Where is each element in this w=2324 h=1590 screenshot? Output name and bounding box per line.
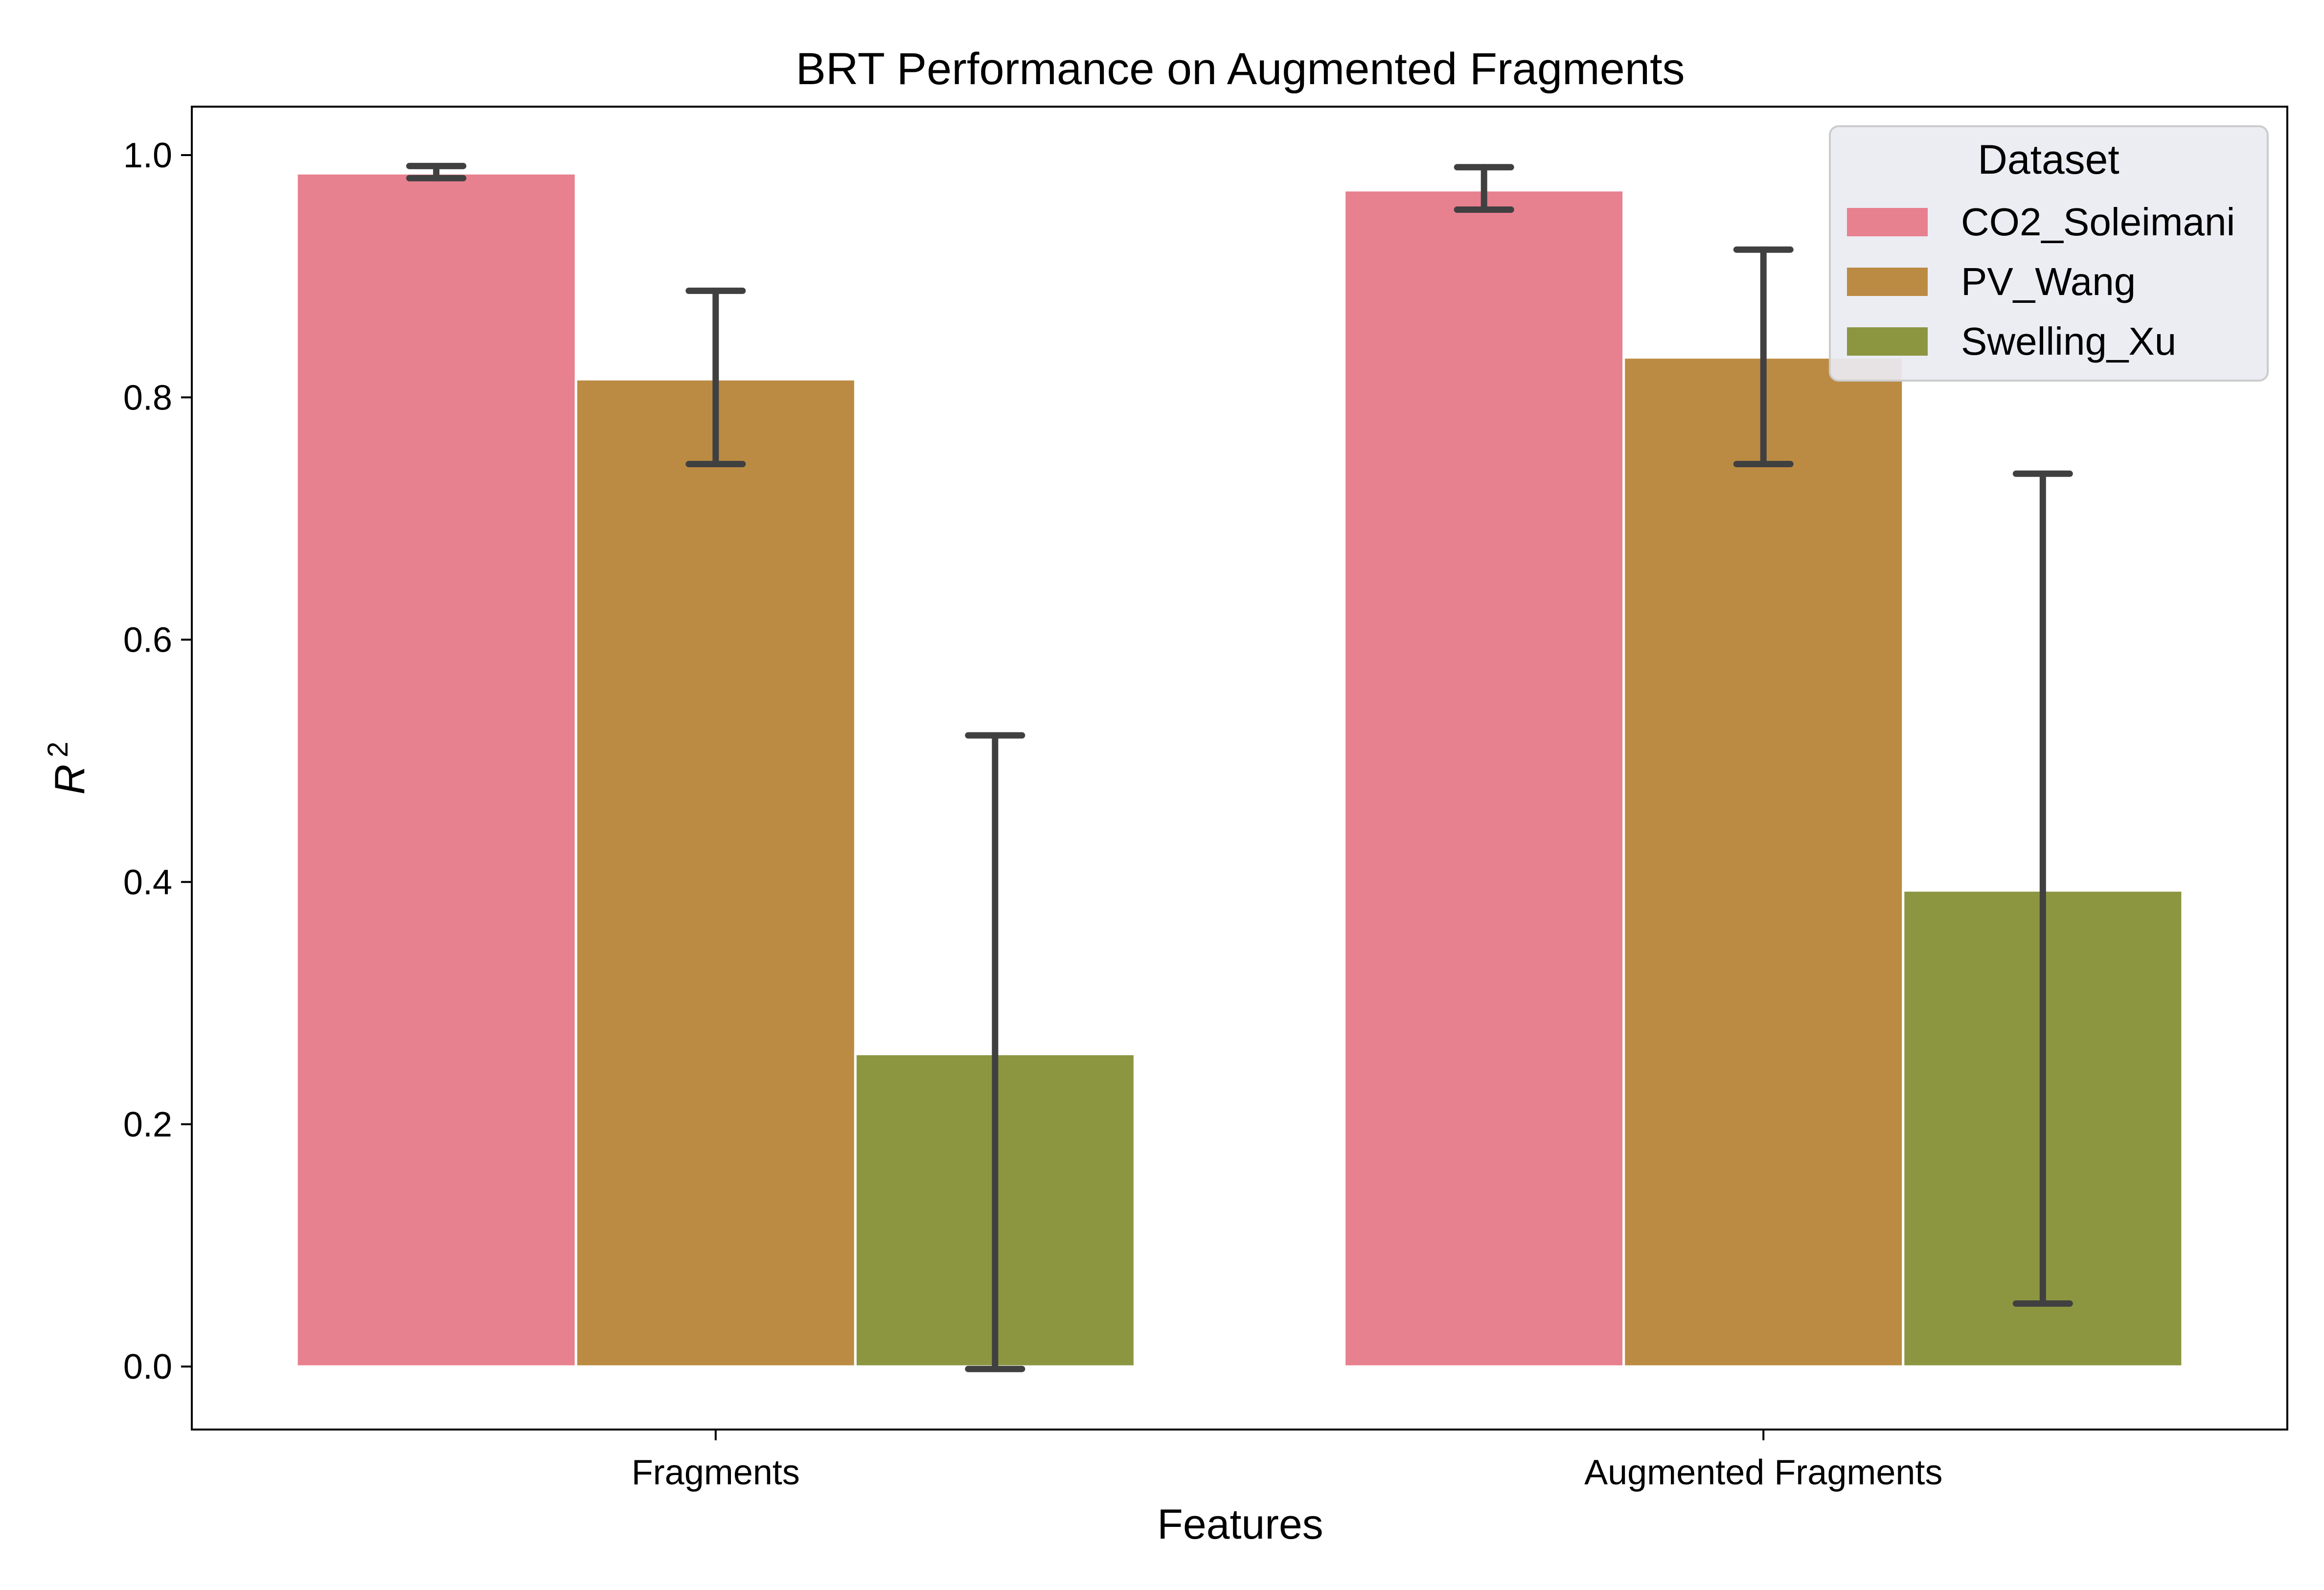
bar-0-0 xyxy=(295,172,577,1368)
y-axis: 0.0 0.2 0.4 0.6 0.8 1.0 xyxy=(123,136,192,1386)
bar-0-1 xyxy=(1343,189,1625,1368)
legend-items: CO2_Soleimani PV_Wang Swelling_Xu xyxy=(1847,200,2235,363)
legend-swatch-1 xyxy=(1847,268,1928,296)
y-tick-label-2: 0.4 xyxy=(123,863,172,902)
legend-swatch-0 xyxy=(1847,208,1928,236)
x-tick-label-1: Augmented Fragments xyxy=(1584,1453,1942,1492)
legend-label-1: PV_Wang xyxy=(1961,260,2136,303)
y-tick-label-4: 0.8 xyxy=(123,378,172,417)
x-axis-label: Features xyxy=(1157,1501,1323,1548)
error-bars-group xyxy=(406,162,2073,1372)
y-axis-label-base: R xyxy=(46,764,93,795)
legend-label-0: CO2_Soleimani xyxy=(1961,200,2235,244)
plot-frame xyxy=(191,106,2288,1431)
y-axis-label-superscript: 2 xyxy=(42,742,74,757)
y-tick-label-5: 1.0 xyxy=(123,136,172,175)
legend-box xyxy=(1829,125,2269,382)
x-axis: Fragments Augmented Fragments xyxy=(632,1430,1942,1492)
bar-1-1 xyxy=(1622,356,1905,1368)
y-axis-label: R2 xyxy=(42,742,93,795)
y-tick-label-0: 0.0 xyxy=(123,1347,172,1386)
bar-1-0 xyxy=(574,378,857,1368)
legend-swatch-2 xyxy=(1847,327,1928,356)
legend-title: Dataset xyxy=(1978,136,2119,182)
legend: Dataset CO2_Soleimani PV_Wang Swelling_Xu xyxy=(1829,125,2269,382)
x-tick-label-0: Fragments xyxy=(632,1453,800,1492)
chart-title: BRT Performance on Augmented Fragments xyxy=(796,44,1685,94)
y-tick-label-3: 0.6 xyxy=(123,621,172,660)
legend-label-2: Swelling_Xu xyxy=(1961,319,2176,363)
y-tick-label-1: 0.2 xyxy=(123,1105,172,1144)
